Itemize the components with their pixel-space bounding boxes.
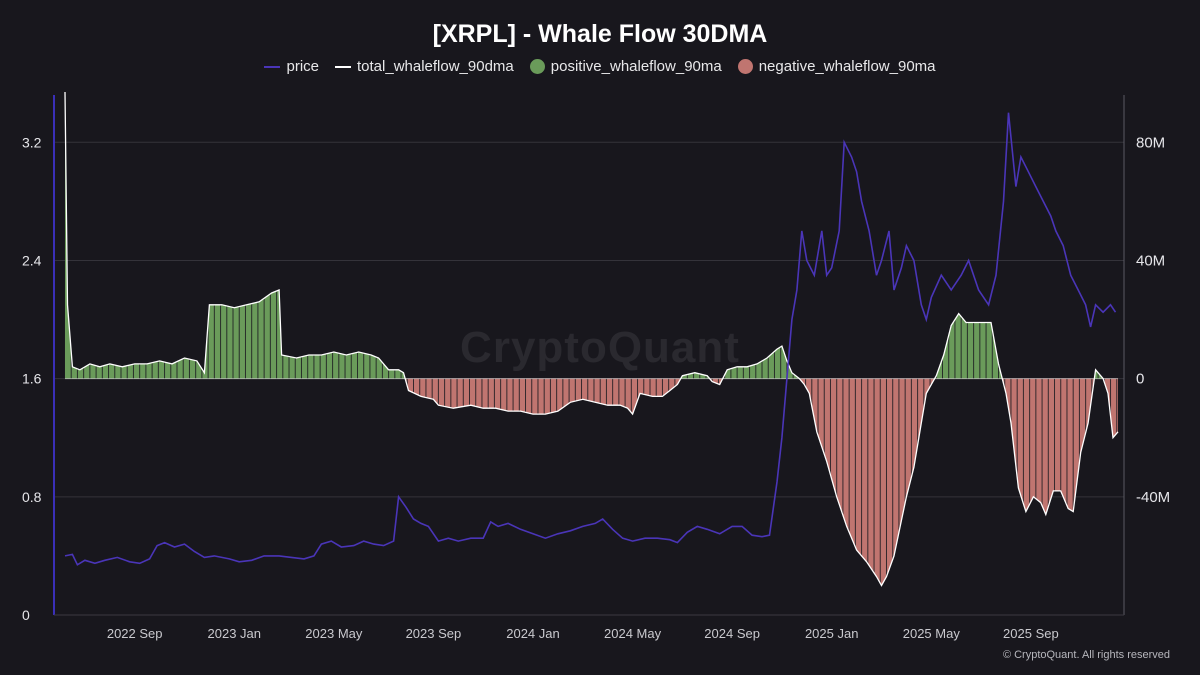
legend: price total_whaleflow_90dma positive_wha…: [0, 58, 1200, 75]
y-right-tick-label: 80M: [1136, 134, 1165, 151]
copyright-notice: © CryptoQuant. All rights reserved: [1002, 649, 1170, 661]
legend-swatch-total: [335, 65, 351, 68]
x-tick-label: 2025 May: [903, 626, 961, 641]
legend-item-price[interactable]: price: [264, 58, 319, 75]
y-right-tick-label: 0: [1136, 371, 1144, 388]
x-tick-label: 2025 Jan: [805, 626, 859, 641]
legend-label-positive: positive_whaleflow_90ma: [550, 58, 722, 75]
chart-title: [XRPL] - Whale Flow 30DMA: [432, 20, 768, 48]
x-tick-label: 2023 Sep: [406, 626, 462, 641]
x-tick-label: 2023 May: [305, 626, 363, 641]
legend-label-negative: negative_whaleflow_90ma: [758, 58, 936, 75]
y-left-tick-label: 3.2: [22, 134, 42, 150]
y-right-tick-label: 40M: [1136, 252, 1165, 269]
total-whaleflow-line: [64, 91, 1119, 587]
legend-swatch-negative: [737, 59, 753, 74]
y-left-tick-label: 0: [22, 607, 30, 623]
legend-item-total[interactable]: total_whaleflow_90dma: [335, 58, 514, 75]
x-tick-label: 2024 Jan: [506, 626, 560, 641]
x-tick-label: 2022 Sep: [107, 626, 163, 641]
y-left-tick-label: 1.6: [22, 371, 42, 387]
y-left-tick-label: 0.8: [22, 489, 42, 505]
positive-whaleflow-area: [64, 92, 1119, 379]
negative-whaleflow-area: [64, 378, 1119, 586]
y-right-tick-label: -40M: [1136, 489, 1170, 506]
x-tick-label: 2024 Sep: [704, 626, 760, 641]
price-line: [64, 112, 1117, 566]
x-tick-label: 2024 May: [604, 626, 662, 641]
x-tick-label: 2023 Jan: [208, 626, 262, 641]
watermark: CryptoQuant: [460, 323, 740, 372]
legend-label-price: price: [286, 58, 319, 75]
legend-swatch-price: [264, 65, 281, 68]
legend-item-positive[interactable]: positive_whaleflow_90ma: [529, 58, 722, 75]
legend-item-negative[interactable]: negative_whaleflow_90ma: [737, 58, 936, 75]
legend-swatch-positive: [529, 59, 545, 74]
y-left-tick-label: 2.4: [22, 252, 42, 268]
x-tick-label: 2025 Sep: [1003, 626, 1059, 641]
legend-label-total: total_whaleflow_90dma: [357, 58, 514, 75]
